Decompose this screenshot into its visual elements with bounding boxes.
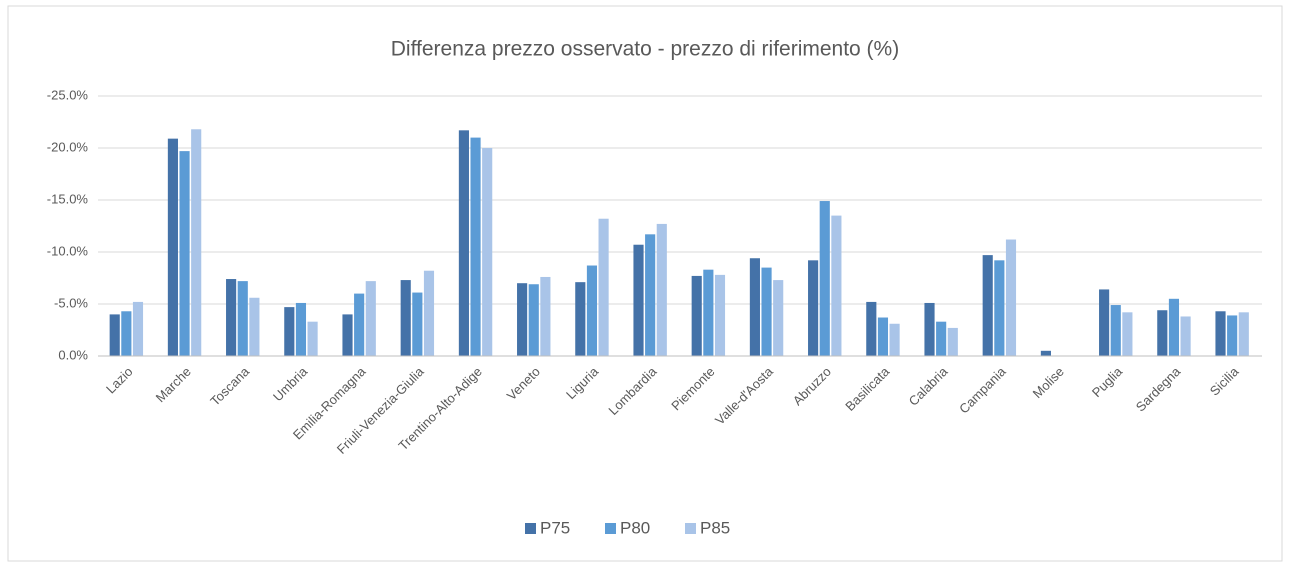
bar <box>877 317 889 356</box>
bar <box>656 223 667 356</box>
bar <box>1215 311 1226 356</box>
bar <box>1005 239 1017 356</box>
bar <box>586 265 598 356</box>
bar <box>132 301 144 356</box>
bar <box>982 255 993 356</box>
bar <box>1099 289 1110 356</box>
y-tick-label: -25.0% <box>47 87 89 102</box>
bar <box>167 138 178 356</box>
bar <box>179 151 190 356</box>
bar <box>936 321 947 356</box>
bar <box>191 129 202 356</box>
bar <box>773 280 784 356</box>
bar <box>691 275 702 356</box>
chart-frame <box>7 5 1283 562</box>
bar <box>889 323 900 356</box>
bar <box>633 244 644 356</box>
bar <box>703 269 714 356</box>
bar <box>1110 305 1121 356</box>
bar <box>121 311 132 356</box>
legend-swatch <box>605 523 616 534</box>
bar <box>924 302 935 356</box>
bar <box>947 327 958 356</box>
bar <box>808 260 819 356</box>
legend-label: P80 <box>620 518 650 537</box>
bar <box>342 314 353 356</box>
bar <box>284 307 295 356</box>
y-tick-label: -10.0% <box>47 243 89 258</box>
bar <box>365 281 376 356</box>
bar <box>307 321 318 356</box>
y-tick-label: 0.0% <box>58 347 88 362</box>
chart-title: Differenza prezzo osservato - prezzo di … <box>391 38 899 61</box>
bar <box>517 283 528 356</box>
legend-label: P85 <box>700 518 730 537</box>
bar <box>866 301 877 356</box>
bar <box>400 280 411 356</box>
legend-label: P75 <box>540 518 570 537</box>
bar <box>598 218 609 356</box>
bar <box>249 297 260 356</box>
bar <box>295 302 307 356</box>
y-tick-label: -5.0% <box>54 295 88 310</box>
bar <box>354 293 365 356</box>
bar <box>761 267 772 356</box>
bar <box>819 201 830 356</box>
bar <box>749 258 760 356</box>
bar <box>528 284 539 356</box>
bar <box>412 292 423 356</box>
bar <box>470 137 481 356</box>
bar <box>994 260 1005 356</box>
bar <box>714 274 726 356</box>
y-tick-label: -15.0% <box>47 191 89 206</box>
bar <box>831 215 842 356</box>
bar <box>1157 310 1168 356</box>
bar <box>645 234 656 356</box>
bar <box>1238 312 1249 356</box>
bar <box>109 314 120 356</box>
bar <box>226 279 237 356</box>
bar <box>540 276 551 356</box>
bar <box>1168 298 1180 356</box>
bar <box>1040 350 1051 356</box>
legend-swatch <box>525 523 536 534</box>
bar <box>482 148 493 356</box>
bar <box>1122 312 1133 356</box>
bar <box>575 282 586 356</box>
y-tick-label: -20.0% <box>47 139 89 154</box>
bar <box>237 281 248 356</box>
bar <box>1180 316 1191 356</box>
legend-swatch <box>685 523 696 534</box>
bar <box>458 130 469 356</box>
bar <box>423 270 435 356</box>
bar <box>1227 315 1238 356</box>
